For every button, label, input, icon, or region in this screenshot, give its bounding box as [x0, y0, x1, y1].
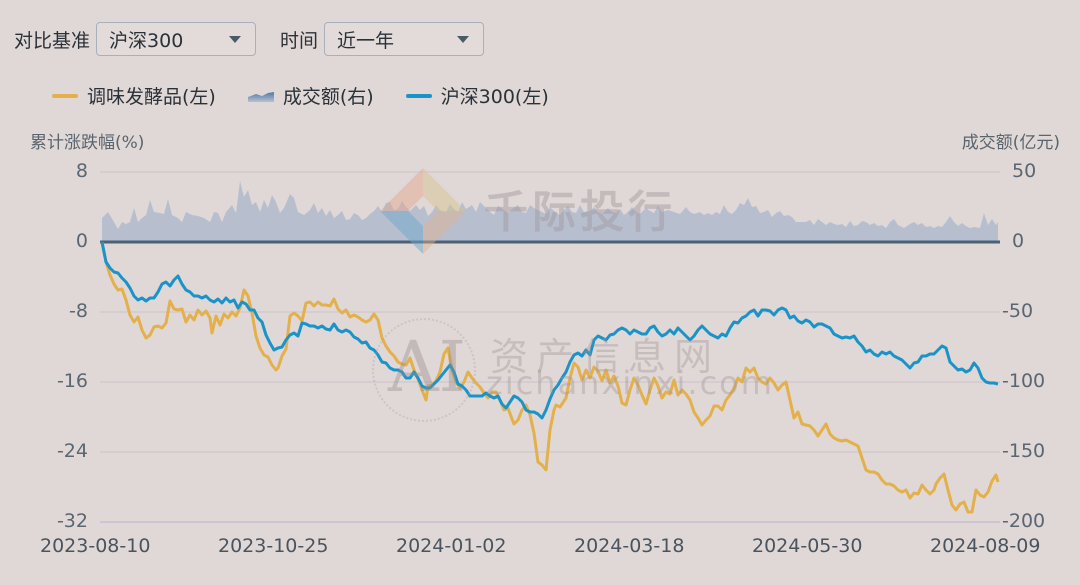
chart-legend: 调味发酵品(左) 成交额(右) 沪深300(左)	[52, 82, 581, 109]
right-tick: -150	[1002, 440, 1046, 462]
filter-toolbar: 对比基准 沪深300 时间 近一年	[14, 21, 485, 57]
legend-label: 成交额(右)	[282, 86, 374, 108]
x-tick: 2024-01-02	[396, 535, 507, 557]
left-tick: -16	[56, 370, 88, 392]
right-tick: -200	[1002, 510, 1046, 532]
area-swatch-icon	[247, 91, 274, 102]
x-tick: 2024-05-30	[752, 535, 863, 557]
x-tick: 2023-08-10	[40, 535, 151, 557]
right-tick: 50	[1012, 160, 1037, 182]
time-value: 近一年	[337, 29, 395, 52]
left-tick: -8	[69, 300, 88, 322]
left-axis-title: 累计涨跌幅(%)	[30, 133, 145, 153]
legend-item-index[interactable]: 沪深300(左)	[405, 82, 549, 109]
time-label: 时间	[280, 29, 319, 52]
time-select[interactable]: 近一年	[324, 22, 485, 56]
right-tick: 0	[1012, 230, 1025, 252]
benchmark-value: 沪深300	[109, 29, 184, 52]
right-tick: -50	[1002, 300, 1034, 322]
x-tick: 2024-08-09	[930, 535, 1041, 557]
benchmark-select[interactable]: 沪深300	[96, 22, 257, 56]
left-tick: 8	[75, 160, 88, 182]
grid-lines	[100, 171, 1000, 523]
right-tick: -100	[1002, 370, 1046, 392]
legend-item-sector[interactable]: 调味发酵品(左)	[52, 82, 216, 109]
left-tick: 0	[75, 230, 88, 252]
right-axis-title: 成交额(亿元)	[961, 133, 1060, 153]
left-tick: -32	[56, 510, 88, 532]
left-tick: -24	[56, 440, 88, 462]
x-tick: 2023-10-25	[218, 535, 329, 557]
volume-area	[102, 181, 998, 242]
legend-item-volume[interactable]: 成交额(右)	[247, 82, 374, 109]
benchmark-label: 对比基准	[14, 29, 91, 52]
chevron-down-icon	[229, 35, 242, 43]
line-swatch-icon	[405, 93, 432, 98]
sector-line	[100, 241, 1000, 514]
legend-label: 沪深300(左)	[440, 86, 549, 108]
legend-label: 调味发酵品(左)	[87, 86, 216, 108]
x-tick: 2024-03-18	[574, 535, 685, 557]
line-swatch-icon	[52, 93, 78, 98]
chevron-down-icon	[457, 35, 470, 43]
index-line	[100, 241, 999, 420]
